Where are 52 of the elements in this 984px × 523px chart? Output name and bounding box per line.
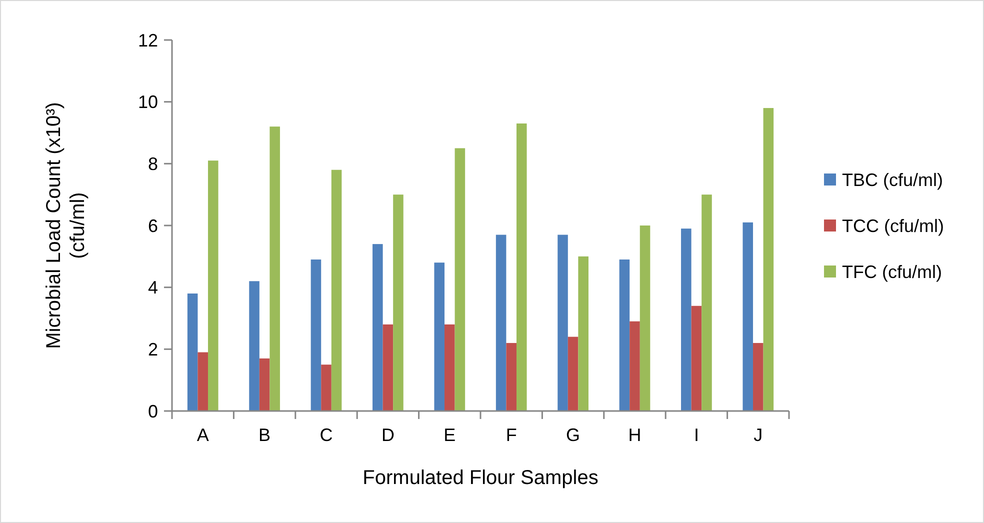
y-tick-label: 8 [148, 154, 158, 174]
bar [496, 234, 506, 411]
bar [558, 234, 568, 411]
x-tick-label: E [444, 425, 456, 445]
x-tick-label: C [320, 425, 333, 445]
bar [516, 123, 527, 411]
bar [198, 352, 208, 411]
bar [321, 364, 332, 411]
bar [393, 194, 404, 411]
legend-label: TBC (cfu/ml) [842, 170, 943, 190]
x-tick-label: F [506, 425, 517, 445]
y-tick-label: 6 [148, 216, 158, 236]
bar [454, 148, 466, 411]
bar [578, 256, 588, 411]
bar [763, 108, 774, 411]
bar [568, 336, 578, 411]
bar [249, 281, 260, 411]
bar [310, 260, 322, 411]
y-tick-label: 10 [138, 92, 158, 112]
bar [270, 126, 280, 411]
bar [434, 262, 445, 411]
y-tick-label: 2 [148, 339, 158, 360]
x-tick-label: G [566, 425, 580, 445]
bar [630, 321, 640, 411]
y-tick-label: 4 [148, 278, 158, 298]
bar [208, 160, 218, 411]
bar [331, 170, 342, 411]
legend-label: TCC (cfu/ml) [842, 216, 944, 236]
bar [753, 342, 764, 411]
x-tick-label: A [196, 425, 209, 445]
x-tick-label: H [628, 425, 642, 445]
x-tick-label: I [694, 425, 699, 445]
x-tick-label: J [754, 425, 763, 445]
x-axis-title: Formulated Flour Samples [362, 467, 598, 489]
x-tick-label: B [258, 425, 271, 445]
bar [187, 294, 198, 411]
bar [444, 324, 455, 411]
bar [259, 358, 270, 411]
y-tick-label: 12 [138, 30, 158, 50]
legend-label: TFC (cfu/ml) [842, 262, 942, 282]
bar [681, 228, 692, 411]
bar [372, 244, 383, 411]
bar [742, 222, 754, 411]
bar [702, 194, 712, 411]
y-axis-title: Microbial Load Count (x10³) (cfu/ml) [43, 102, 89, 349]
bar [691, 306, 702, 411]
y-tick-label: 0 [148, 401, 158, 422]
bar [619, 260, 630, 411]
bar [506, 342, 516, 411]
bar [640, 226, 650, 411]
bar [382, 324, 394, 411]
x-tick-label: D [381, 425, 394, 445]
